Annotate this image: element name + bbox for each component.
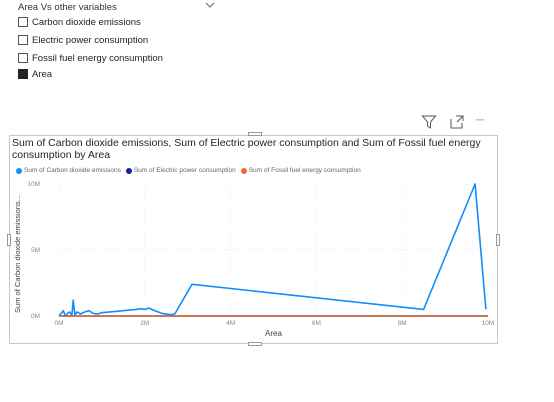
legend-item[interactable]: Sum of Electric power consumption: [125, 167, 236, 174]
checkbox[interactable]: [18, 53, 28, 63]
legend-marker: [240, 167, 247, 174]
slicer-item-label: Electric power consumption: [32, 34, 149, 46]
plot-area: 0M 5M 10M 0M 2M 4M 6M 8M 10M Area Sum of Carbon di…: [13, 181, 495, 338]
x-tick-label: 2M: [140, 320, 149, 327]
more-options-icon[interactable]: ···: [475, 112, 485, 126]
x-tick-label: 8M: [398, 320, 407, 327]
chevron-down-icon[interactable]: [205, 1, 215, 9]
focus-mode-icon[interactable]: [449, 114, 465, 130]
legend-marker: [125, 167, 132, 174]
y-axis-title: Sum of Carbon dioxide emissions...: [13, 195, 22, 313]
resize-handle-right[interactable]: [496, 234, 500, 246]
legend-label: Sum of Carbon dioxide emissions: [24, 167, 121, 174]
slicer-item-area[interactable]: Area: [18, 67, 52, 81]
x-tick-label: 4M: [226, 320, 235, 327]
checkbox[interactable]: [18, 35, 28, 45]
area-slicer: Area Vs other variables Carbon dioxide e…: [0, 0, 230, 90]
slicer-item-fossil-fuel[interactable]: Fossil fuel energy consumption: [18, 51, 163, 65]
slicer-item-label: Fossil fuel energy consumption: [32, 52, 163, 64]
series-line-carbon-dioxide: [58, 183, 487, 317]
legend-item[interactable]: Sum of Carbon dioxide emissions: [16, 167, 121, 174]
line-chart-visual[interactable]: Sum of Carbon dioxide emissions, Sum of …: [9, 135, 498, 344]
x-tick-label: 10M: [482, 320, 495, 327]
checkbox[interactable]: [18, 17, 28, 27]
resize-handle-bottom[interactable]: [248, 342, 262, 346]
chart-legend: Sum of Carbon dioxide emissions Sum of E…: [16, 167, 366, 174]
y-tick-label: 0M: [31, 313, 40, 320]
y-tick-label: 5M: [31, 247, 40, 254]
slicer-title: Area Vs other variables: [18, 2, 117, 13]
x-tick-label: 0M: [54, 320, 63, 327]
filter-icon[interactable]: [421, 114, 437, 130]
legend-label: Sum of Fossil fuel energy consumption: [248, 167, 361, 174]
chart-title: Sum of Carbon dioxide emissions, Sum of …: [12, 137, 481, 161]
slicer-item-electric-power[interactable]: Electric power consumption: [18, 33, 148, 47]
legend-item[interactable]: Sum of Fossil fuel energy consumption: [240, 167, 361, 174]
x-tick-label: 6M: [312, 320, 321, 327]
resize-handle-top[interactable]: [248, 132, 262, 136]
checkbox-checked[interactable]: [18, 69, 28, 79]
slicer-item-label: Area: [32, 68, 53, 80]
slicer-item-carbon-dioxide[interactable]: Carbon dioxide emissions: [18, 15, 141, 29]
y-tick-label: 10M: [27, 181, 40, 188]
resize-handle-left[interactable]: [7, 234, 11, 246]
x-axis-title: Area: [265, 329, 282, 338]
legend-marker: [16, 167, 22, 174]
slicer-item-label: Carbon dioxide emissions: [32, 16, 141, 28]
legend-label: Sum of Electric power consumption: [133, 167, 236, 174]
